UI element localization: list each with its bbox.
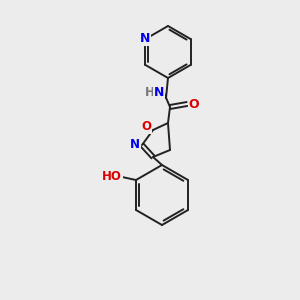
Text: N: N	[140, 32, 151, 46]
Text: N: N	[130, 139, 140, 152]
Text: O: O	[189, 98, 199, 110]
Text: O: O	[141, 121, 151, 134]
Text: N: N	[154, 85, 164, 98]
Text: HO: HO	[102, 170, 122, 184]
Text: H: H	[145, 85, 155, 98]
